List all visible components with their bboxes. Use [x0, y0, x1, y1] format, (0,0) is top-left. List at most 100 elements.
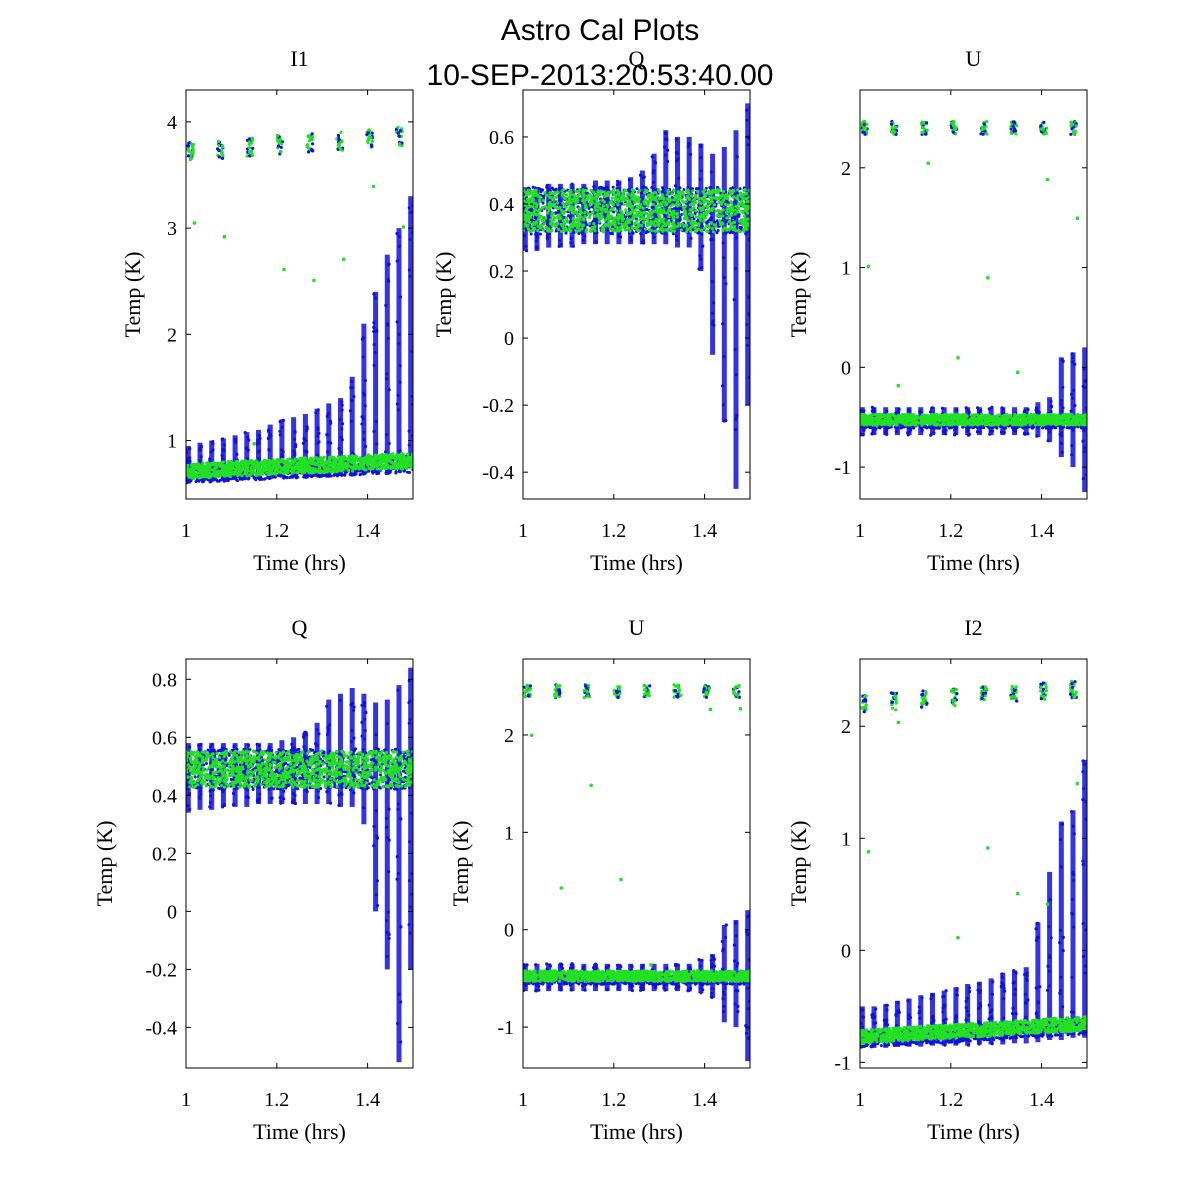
outlier-point	[589, 783, 593, 788]
y-tick-label: -0.2	[145, 959, 177, 981]
x-tick-label: 1.2	[601, 520, 626, 542]
subplot-grid: I1 1 1.2 1.4 1 2 3 4 Time (hrs) Temp (K) Q 1 1.2 1.4 -…	[92, 46, 1088, 1144]
high-cluster	[1009, 684, 1019, 703]
series-a-spike	[744, 103, 750, 406]
outlier-point	[1045, 902, 1050, 907]
subplot-1: I1 1 1.2 1.4 1 2 3 4 Time (hrs) Temp (K)	[120, 46, 414, 575]
plot-area	[523, 683, 750, 1062]
subplot-6: I2 1 1.2 1.4 -1 0 1 2 Time (hrs) Temp (K)	[786, 615, 1088, 1144]
x-tick-label: 1.2	[938, 520, 963, 542]
x-axis-label: Time (hrs)	[253, 1119, 346, 1144]
high-cluster	[731, 683, 742, 699]
y-axis-label: Temp (K)	[92, 821, 117, 907]
outlier-point	[312, 278, 316, 283]
outlier-point	[341, 257, 346, 262]
high-cluster	[979, 120, 989, 136]
y-tick-label: 0.2	[152, 843, 177, 865]
x-tick-label: 1.2	[264, 520, 289, 542]
subplot-title: U	[966, 46, 982, 71]
series-a-spike	[384, 699, 391, 970]
outlier-point	[738, 706, 743, 711]
x-tick-label: 1.2	[938, 1089, 963, 1111]
y-tick-label: 0.4	[152, 785, 177, 807]
series-a-spike	[1081, 759, 1087, 1038]
high-cluster	[365, 128, 374, 149]
x-tick-label: 1.4	[692, 1089, 717, 1111]
y-tick-label: 0.6	[152, 727, 177, 749]
x-axis-label: Time (hrs)	[590, 550, 683, 575]
high-cluster	[582, 683, 592, 700]
outlier-point	[649, 963, 653, 967]
series-a-spike	[1046, 871, 1053, 1040]
outlier-point	[956, 356, 960, 360]
series-a-spike	[709, 153, 717, 355]
x-tick-label: 1	[181, 1089, 191, 1111]
high-cluster	[1069, 120, 1078, 136]
series-a-spike	[278, 418, 285, 478]
high-cluster	[949, 687, 959, 708]
series-a-spike	[732, 130, 739, 489]
x-tick-label: 1.4	[355, 520, 380, 542]
series-a-spike	[395, 228, 403, 470]
high-cluster	[642, 684, 652, 699]
axes-box	[185, 658, 414, 1069]
outlier-point	[1045, 177, 1050, 182]
outlier-point	[401, 225, 406, 229]
high-cluster	[890, 119, 899, 136]
high-cluster	[335, 130, 345, 152]
outlier-point	[708, 707, 713, 712]
outlier-point	[192, 221, 197, 225]
plot-area	[523, 103, 750, 489]
y-tick-label: -0.4	[145, 1017, 177, 1039]
axes-box	[859, 89, 1088, 500]
high-cluster	[919, 120, 929, 136]
plot-area	[860, 119, 1087, 492]
y-tick-label: 4	[167, 112, 177, 134]
outlier-point	[1075, 781, 1080, 786]
outlier-point	[529, 733, 534, 738]
y-tick-label: 0.8	[152, 669, 177, 691]
axes-box	[185, 89, 414, 500]
high-cluster	[702, 684, 712, 699]
high-cluster	[216, 139, 225, 160]
series-a-spike	[721, 147, 728, 423]
outlier-point	[1075, 216, 1080, 220]
outlier-point	[222, 234, 227, 239]
high-cluster	[553, 683, 562, 700]
outlier-point	[926, 1024, 930, 1028]
y-tick-label: 1	[841, 258, 851, 280]
x-tick-label: 1	[181, 520, 191, 542]
y-axis-label: Temp (K)	[448, 821, 473, 907]
x-tick-label: 1.4	[355, 1089, 380, 1111]
subplot-3: U 1 1.2 1.4 -1 0 1 2 Time (hrs) Temp (K)	[786, 46, 1088, 575]
series-a-spike	[372, 291, 379, 473]
x-axis-label: Time (hrs)	[927, 550, 1020, 575]
x-tick-label: 1.2	[264, 1089, 289, 1111]
outlier-point	[282, 267, 286, 272]
y-tick-label: 1	[167, 431, 177, 453]
high-cluster	[612, 685, 622, 700]
subplot-5: U 1 1.2 1.4 -1 0 1 2 Time (hrs) Temp (K)	[448, 615, 751, 1144]
outlier-point	[619, 877, 623, 882]
x-tick-label: 1	[518, 1089, 528, 1111]
high-cluster	[186, 141, 196, 162]
x-axis-label: Time (hrs)	[590, 1119, 683, 1144]
y-axis-label: Temp (K)	[786, 252, 811, 338]
series-a-spike	[372, 702, 380, 912]
high-cluster	[523, 683, 533, 699]
outlier-point	[371, 184, 376, 189]
figure-timestamp: 10-SEP-2013:20:53:40.00	[427, 59, 774, 92]
series-b-band	[860, 412, 1087, 427]
plot-area	[860, 679, 1087, 1049]
outlier-point	[986, 846, 990, 850]
y-tick-label: 0	[841, 940, 851, 962]
x-axis-label: Time (hrs)	[253, 550, 346, 575]
series-a-spike	[395, 685, 403, 1063]
series-a-spike	[1069, 352, 1077, 468]
x-axis-label: Time (hrs)	[927, 1119, 1020, 1144]
y-tick-label: -0.2	[482, 395, 514, 417]
subplot-title: U	[629, 615, 645, 640]
outlier-point	[986, 276, 990, 280]
high-cluster	[1009, 120, 1019, 136]
